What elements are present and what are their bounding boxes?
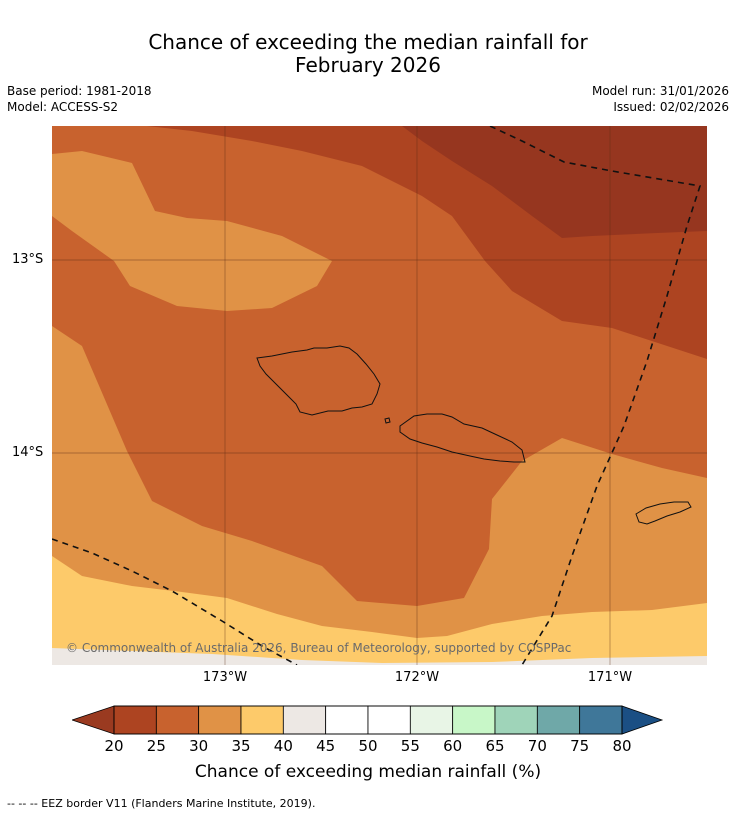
island-upolu bbox=[399, 413, 526, 463]
meta-right: Model run: 31/01/2026 Issued: 02/02/2026 bbox=[592, 83, 729, 115]
colorbar-cell-45-50 bbox=[325, 705, 369, 735]
model-run: Model run: 31/01/2026 bbox=[591, 84, 729, 98]
colorbar-cell-65-70 bbox=[494, 705, 538, 735]
colorbar-tick-20: 20 bbox=[104, 737, 124, 755]
colorbar-tick-45: 45 bbox=[316, 737, 336, 755]
lat-label-14s: 14°S bbox=[12, 445, 44, 460]
island-tutuila bbox=[635, 501, 692, 525]
colorbar-cell-75-80 bbox=[579, 705, 623, 735]
colorbar-cell-30-35 bbox=[198, 705, 242, 735]
issued-date: Issued: 02/02/2026 bbox=[613, 100, 729, 114]
coastlines bbox=[256, 345, 692, 525]
colorbar-cell-70-75 bbox=[536, 705, 581, 735]
colorbar-cell-20-25 bbox=[113, 705, 157, 735]
meta-left: Base period: 1981-2018 Model: ACCESS-S2 bbox=[7, 83, 152, 115]
colorbar-tick-60: 60 bbox=[443, 737, 463, 755]
colorbar-cells bbox=[113, 705, 623, 735]
colorbar-cell-40-45 bbox=[282, 705, 327, 735]
colorbar-label: Chance of exceeding median rainfall (%) bbox=[194, 762, 542, 782]
island-manono bbox=[384, 417, 391, 424]
title-line-1: Chance of exceeding the median rainfall … bbox=[148, 30, 588, 54]
colorbar-high-extend bbox=[621, 705, 664, 735]
colorbar-tick-35: 35 bbox=[231, 737, 251, 755]
map-panel bbox=[52, 126, 707, 665]
colorbar-cell-50-55 bbox=[367, 705, 411, 735]
colorbar-tick-70: 70 bbox=[527, 737, 547, 755]
copyright-notice: © Commonwealth of Australia 2026, Bureau… bbox=[66, 641, 572, 655]
colorbar-tick-55: 55 bbox=[400, 737, 420, 755]
colorbar-cell-25-30 bbox=[155, 705, 200, 735]
model-name: Model: ACCESS-S2 bbox=[7, 100, 119, 114]
graticule bbox=[52, 126, 707, 665]
colorbar-tick-40: 40 bbox=[273, 737, 293, 755]
island-savaii bbox=[256, 345, 381, 416]
band-35-40-southwest bbox=[52, 326, 707, 665]
band-45-50-south bbox=[52, 648, 707, 665]
chart-title: Chance of exceeding the median rainfall … bbox=[0, 31, 736, 77]
colorbar-tick-80: 80 bbox=[612, 737, 632, 755]
eez-border-east bbox=[489, 126, 702, 665]
lat-label-13s: 13°S bbox=[12, 252, 44, 267]
eez-borders bbox=[52, 126, 702, 665]
colorbar-tick-65: 65 bbox=[485, 737, 505, 755]
colorbar-tick-50: 50 bbox=[358, 737, 378, 755]
base-period: Base period: 1981-2018 bbox=[7, 84, 152, 98]
colorbar-cell-55-60 bbox=[409, 705, 454, 735]
band-20-25-northeast bbox=[402, 126, 707, 238]
eez-footnote: -- -- -- EEZ border V11 (Flanders Marine… bbox=[7, 797, 316, 810]
title-line-2: February 2026 bbox=[295, 53, 441, 77]
eez-border-southwest bbox=[52, 538, 298, 665]
colorbar-low-extend bbox=[72, 705, 115, 735]
colorbar-tick-75: 75 bbox=[570, 737, 590, 755]
colorbar bbox=[72, 705, 664, 735]
colorbar-cell-60-65 bbox=[452, 705, 496, 735]
lon-label-172w: 172°W bbox=[394, 670, 440, 685]
colorbar-cell-35-40 bbox=[240, 705, 284, 735]
band-35-40-north bbox=[52, 151, 332, 311]
colorbar-tick-30: 30 bbox=[189, 737, 209, 755]
band-40-45-south bbox=[52, 556, 707, 665]
colorbar-outline bbox=[113, 705, 623, 735]
lon-label-171w: 171°W bbox=[587, 670, 633, 685]
lon-label-173w: 173°W bbox=[202, 670, 248, 685]
colorbar-tick-25: 25 bbox=[146, 737, 166, 755]
